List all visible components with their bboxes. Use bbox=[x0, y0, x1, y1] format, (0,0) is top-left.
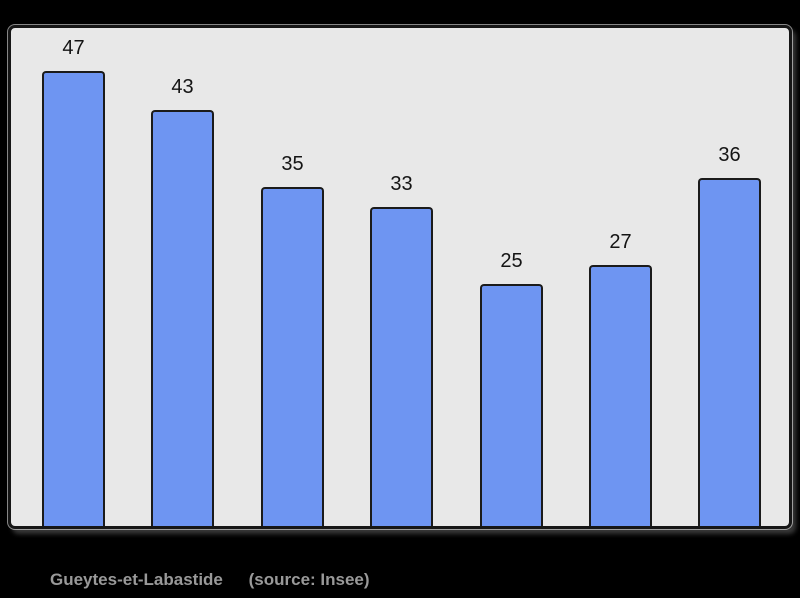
bar-slot: 36 bbox=[698, 143, 761, 526]
bar bbox=[370, 207, 433, 526]
bar bbox=[480, 284, 543, 526]
bar bbox=[261, 187, 324, 526]
caption-location: Gueytes-et-Labastide bbox=[50, 570, 223, 589]
bar bbox=[151, 110, 214, 526]
bar-slot: 35 bbox=[261, 152, 324, 526]
bar-slot: 47 bbox=[42, 36, 105, 526]
bar-value-label: 35 bbox=[281, 153, 304, 175]
chart-caption: Gueytes-et-Labastide (source: Insee) bbox=[50, 570, 370, 590]
bar bbox=[42, 71, 105, 526]
bars-container: 47 43 35 33 25 27 36 bbox=[11, 28, 789, 526]
bar-slot: 25 bbox=[480, 249, 543, 526]
plot-area: 47 43 35 33 25 27 36 bbox=[8, 25, 792, 529]
bar bbox=[698, 178, 761, 526]
bar-value-label: 25 bbox=[500, 250, 523, 272]
bar-value-label: 27 bbox=[609, 231, 632, 253]
bar-slot: 27 bbox=[589, 230, 652, 526]
bar-value-label: 43 bbox=[171, 76, 194, 98]
caption-source: (source: Insee) bbox=[248, 570, 370, 589]
bar-slot: 43 bbox=[151, 75, 214, 526]
bar-value-label: 36 bbox=[718, 144, 741, 166]
bar-value-label: 33 bbox=[390, 173, 413, 195]
bar bbox=[589, 265, 652, 526]
bar-slot: 33 bbox=[370, 172, 433, 526]
bar-value-label: 47 bbox=[62, 37, 85, 59]
